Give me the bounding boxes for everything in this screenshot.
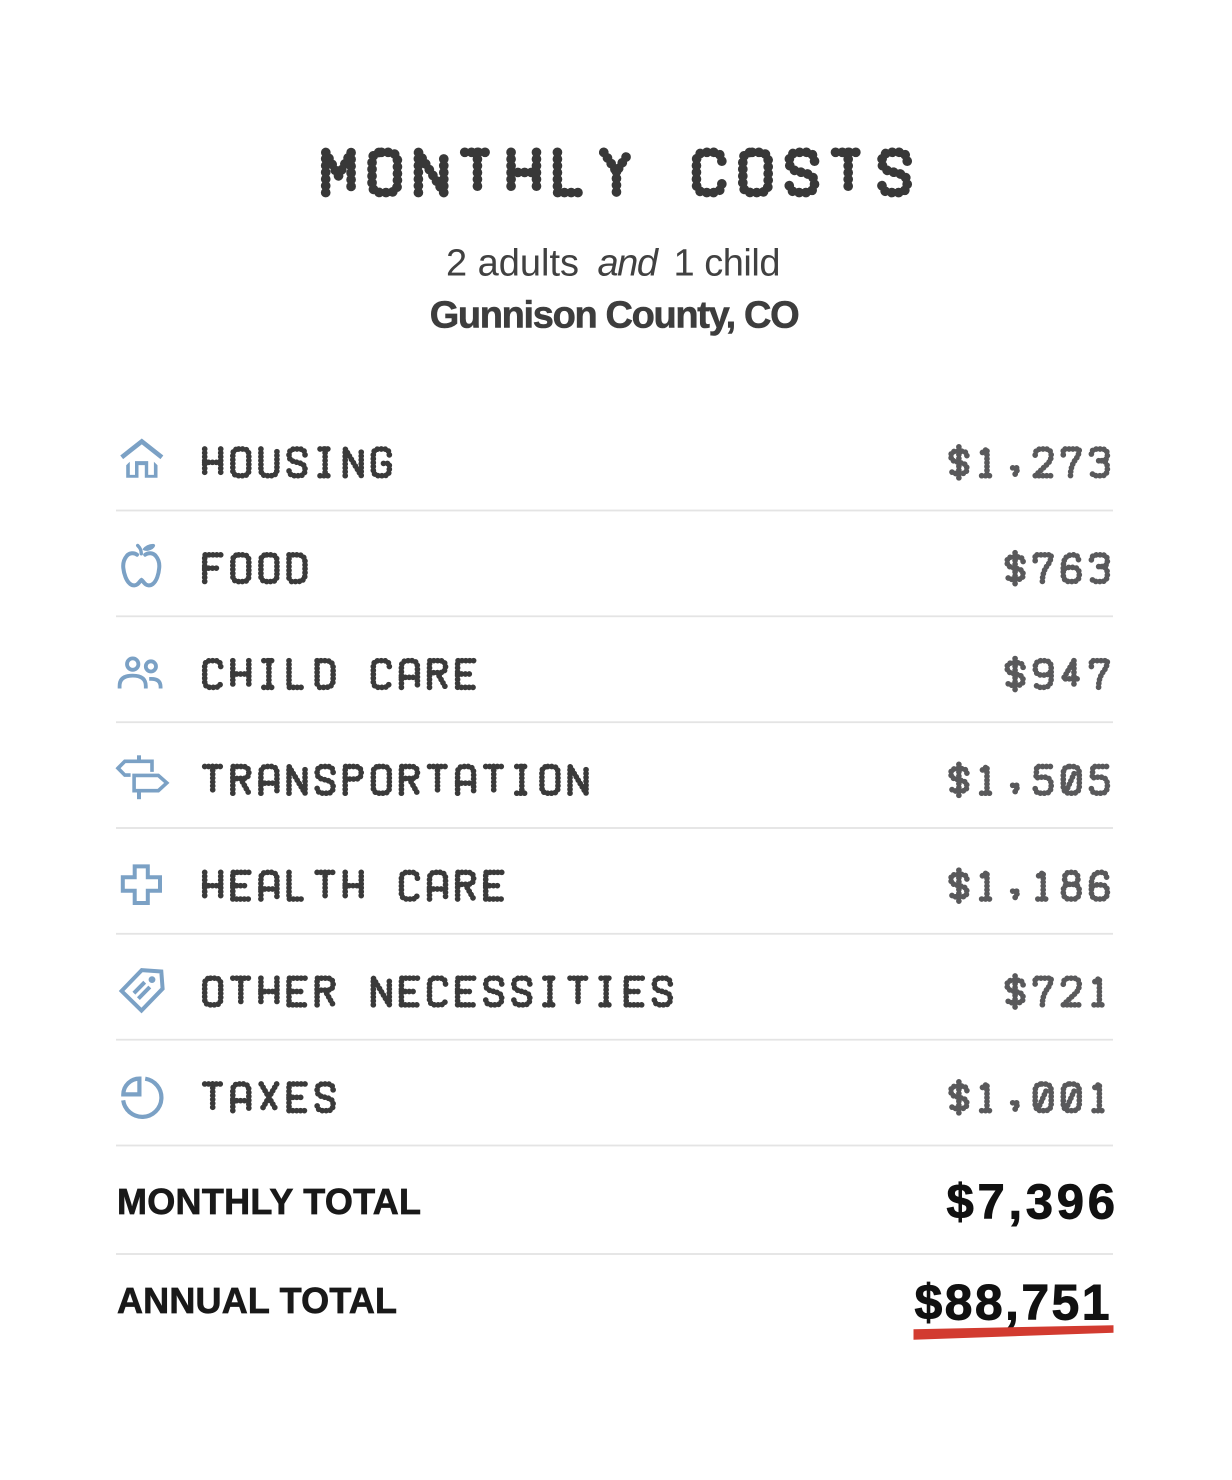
svg-text:$88,751: $88,751: [915, 1275, 1110, 1331]
svg-text:Gunnison County, CO: Gunnison County, CO: [430, 295, 800, 337]
svg-text:MONTHLY TOTAL: MONTHLY TOTAL: [117, 1181, 421, 1222]
svg-text:2 adults: 2 adults: [446, 242, 579, 284]
svg-text:$7,396: $7,396: [947, 1176, 1116, 1230]
svg-text:and: and: [598, 242, 660, 284]
svg-text:1 child: 1 child: [674, 242, 781, 284]
svg-text:ANNUAL TOTAL: ANNUAL TOTAL: [117, 1280, 397, 1321]
